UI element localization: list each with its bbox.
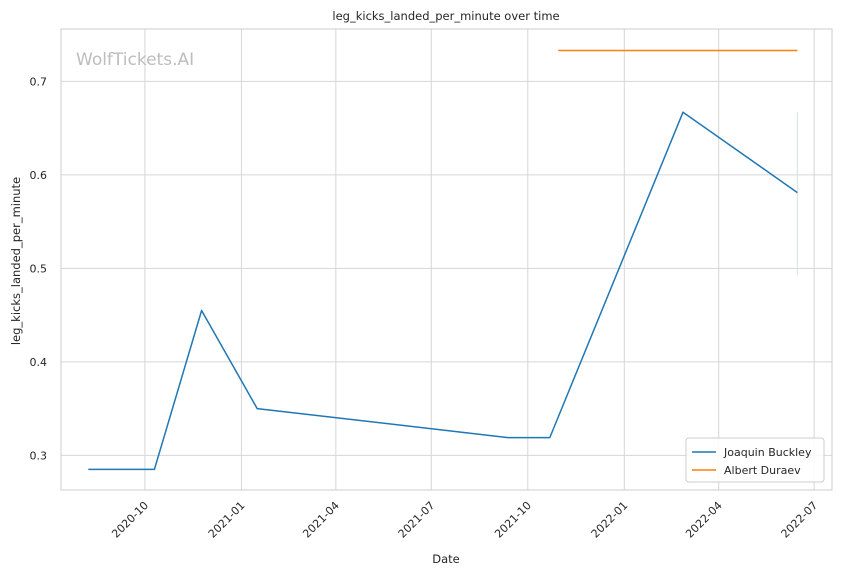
x-tick-labels: 2020-10 2021-01 2021-04 2021-07 2021-10 2022-… xyxy=(109,499,820,541)
y-tick-label: 0.4 xyxy=(30,356,48,369)
x-tick-label: 2021-07 xyxy=(396,499,438,541)
x-tick-label: 2021-01 xyxy=(206,499,248,541)
y-axis-label: leg_kicks_landed_per_minute xyxy=(9,177,23,345)
plot-frame xyxy=(60,28,833,491)
series-layer xyxy=(88,49,798,471)
legend-label: Albert Duraev xyxy=(724,464,801,477)
x-tick-label: 2022-07 xyxy=(779,499,821,541)
grid xyxy=(61,29,832,490)
chart-title: leg_kicks_landed_per_minute over time xyxy=(332,9,559,23)
x-tick-label: 2021-04 xyxy=(300,499,342,541)
y-tick-label: 0.5 xyxy=(30,262,48,275)
x-tick-label: 2022-04 xyxy=(683,499,725,541)
x-tick-label: 2022-01 xyxy=(589,499,631,541)
x-axis-label: Date xyxy=(432,552,460,566)
y-tick-label: 0.6 xyxy=(30,169,48,182)
legend: Joaquin Buckley Albert Duraev xyxy=(685,437,825,483)
x-tick-label: 2020-10 xyxy=(109,499,151,541)
legend-box xyxy=(685,437,825,483)
y-tick-labels: 0.3 0.4 0.5 0.6 0.7 xyxy=(30,75,48,462)
watermark: WolfTickets.AI xyxy=(76,50,194,70)
x-tick-label: 2021-10 xyxy=(492,499,534,541)
y-tick-label: 0.3 xyxy=(30,449,48,462)
y-tick-label: 0.7 xyxy=(30,75,48,88)
series-line-joaquin-buckley xyxy=(88,111,798,471)
legend-label: Joaquin Buckley xyxy=(723,446,812,459)
